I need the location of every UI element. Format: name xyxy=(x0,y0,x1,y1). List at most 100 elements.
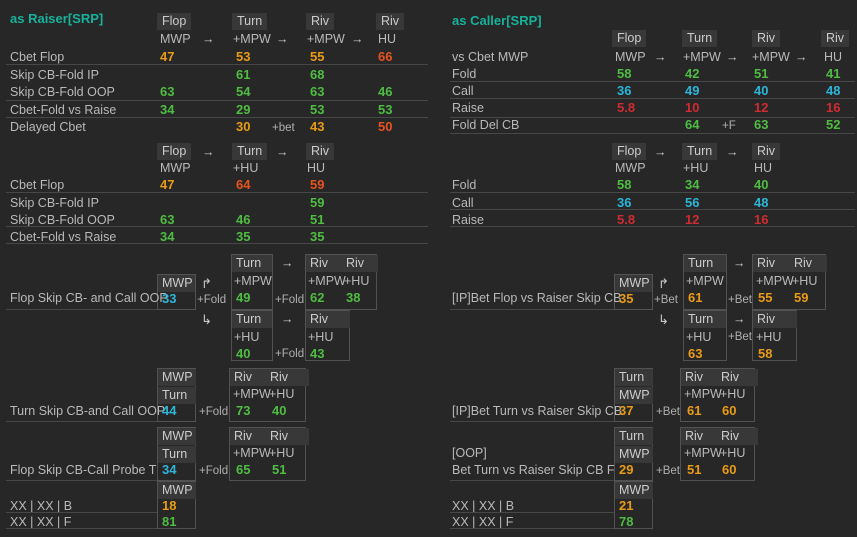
stat-value[interactable]: 64 xyxy=(685,117,700,132)
stat-value[interactable]: 53 xyxy=(378,102,393,117)
stat-value[interactable]: 47 xyxy=(160,49,175,64)
stat-value[interactable]: 60 xyxy=(722,462,737,477)
stat-value[interactable]: 43 xyxy=(310,346,325,361)
stat-value[interactable]: 34 xyxy=(160,102,175,117)
separator-line xyxy=(450,480,614,481)
stat-value[interactable]: 51 xyxy=(310,212,325,227)
street-chip: Riv xyxy=(717,428,758,445)
stat-value[interactable]: 34 xyxy=(160,229,175,244)
stat-value[interactable]: 44 xyxy=(162,403,177,418)
stat-label: XX | XX | F xyxy=(452,515,514,529)
stat-value[interactable]: 61 xyxy=(688,290,703,305)
stat-value[interactable]: 51 xyxy=(272,462,287,477)
stat-value[interactable]: 81 xyxy=(162,514,177,529)
stat-value[interactable]: 46 xyxy=(378,84,393,99)
stat-box xyxy=(157,481,196,529)
stat-value[interactable]: 37 xyxy=(619,403,634,418)
stat-value[interactable]: 46 xyxy=(236,212,251,227)
stat-value[interactable]: 18 xyxy=(162,498,177,513)
stat-value[interactable]: 40 xyxy=(236,346,251,361)
stat-value[interactable]: 53 xyxy=(310,102,325,117)
stat-value[interactable]: 34 xyxy=(162,462,177,477)
stat-value[interactable]: 63 xyxy=(160,84,175,99)
stat-value[interactable]: 42 xyxy=(685,66,700,81)
street-chip: Riv xyxy=(376,13,405,30)
stat-value[interactable]: 48 xyxy=(826,83,841,98)
stat-value[interactable]: 63 xyxy=(160,212,175,227)
stat-value[interactable]: 63 xyxy=(310,84,325,99)
stat-value[interactable]: 50 xyxy=(378,119,393,134)
stat-value[interactable]: 49 xyxy=(236,290,251,305)
stat-value[interactable]: 61 xyxy=(236,67,251,82)
stat-value[interactable]: 73 xyxy=(236,403,251,418)
stat-value[interactable]: 66 xyxy=(378,49,393,64)
stat-value[interactable]: 58 xyxy=(758,346,773,361)
stat-value[interactable]: 60 xyxy=(722,403,737,418)
stat-value[interactable]: 59 xyxy=(794,290,809,305)
stat-value[interactable]: 16 xyxy=(826,100,841,115)
stat-value[interactable]: 63 xyxy=(754,117,769,132)
stat-value[interactable]: 5.8 xyxy=(617,212,636,227)
stat-value[interactable]: 29 xyxy=(236,102,251,117)
stat-value[interactable]: 41 xyxy=(826,66,841,81)
arrow-icon: → xyxy=(202,145,215,159)
stat-value[interactable]: 36 xyxy=(617,195,632,210)
stat-value[interactable]: 55 xyxy=(310,49,325,64)
stat-value[interactable]: 62 xyxy=(310,290,325,305)
action-tag: +Fold xyxy=(199,465,229,477)
stat-value[interactable]: 43 xyxy=(310,119,325,134)
stat-value[interactable]: 33 xyxy=(162,291,177,306)
stat-value[interactable]: 52 xyxy=(826,117,841,132)
stat-value[interactable]: 16 xyxy=(754,212,769,227)
stat-value[interactable]: 54 xyxy=(236,84,251,99)
stat-value[interactable]: 35 xyxy=(236,229,251,244)
stat-value[interactable]: 55 xyxy=(758,290,773,305)
stat-value[interactable]: 59 xyxy=(310,177,325,192)
separator-line xyxy=(6,480,157,481)
position-subheader: HU xyxy=(378,32,397,46)
street-chip: Riv xyxy=(306,311,350,328)
stat-value[interactable]: 65 xyxy=(236,462,251,477)
stat-value[interactable]: 48 xyxy=(754,195,769,210)
stat-value[interactable]: 63 xyxy=(688,346,703,361)
stat-value[interactable]: 12 xyxy=(754,100,769,115)
stat-value[interactable]: 59 xyxy=(310,195,325,210)
stat-value[interactable]: 21 xyxy=(619,498,634,513)
stat-value[interactable]: 64 xyxy=(236,177,251,192)
position-subheader: +HU xyxy=(344,274,370,288)
separator-line xyxy=(6,512,157,513)
stat-value[interactable]: 34 xyxy=(685,177,700,192)
position-subheader: +MPW xyxy=(233,446,271,460)
stat-value[interactable]: 40 xyxy=(754,177,769,192)
stat-value[interactable]: 35 xyxy=(619,291,634,306)
stat-value[interactable]: 40 xyxy=(754,83,769,98)
stat-value[interactable]: 58 xyxy=(617,177,632,192)
stat-value[interactable]: 68 xyxy=(310,67,325,82)
stat-value[interactable]: 10 xyxy=(685,100,700,115)
stat-value[interactable]: 51 xyxy=(754,66,769,81)
stat-value[interactable]: 58 xyxy=(617,66,632,81)
stat-value[interactable]: 53 xyxy=(236,49,251,64)
stat-value[interactable]: 78 xyxy=(619,514,634,529)
branch-down-icon: ↳ xyxy=(658,312,669,327)
stat-value[interactable]: 49 xyxy=(685,83,700,98)
position-subheader: HU xyxy=(824,50,843,64)
stat-label: Delayed Cbet xyxy=(10,120,86,134)
stat-value[interactable]: 12 xyxy=(685,212,700,227)
position-subheader: +HU xyxy=(233,161,259,175)
position-subheader: +HU xyxy=(269,387,295,401)
stat-value[interactable]: 29 xyxy=(619,462,634,477)
stat-value[interactable]: 5.8 xyxy=(617,100,636,115)
stat-box xyxy=(305,310,350,361)
stat-value[interactable]: 47 xyxy=(160,177,175,192)
stat-value[interactable]: 61 xyxy=(687,403,702,418)
stat-value[interactable]: 51 xyxy=(687,462,702,477)
stat-box xyxy=(231,254,273,310)
street-chip: Turn xyxy=(232,13,268,30)
stat-value[interactable]: 30 xyxy=(236,119,251,134)
stat-value[interactable]: 40 xyxy=(272,403,287,418)
stat-value[interactable]: 35 xyxy=(310,229,325,244)
stat-value[interactable]: 36 xyxy=(617,83,632,98)
stat-value[interactable]: 38 xyxy=(346,290,361,305)
stat-value[interactable]: 56 xyxy=(685,195,700,210)
